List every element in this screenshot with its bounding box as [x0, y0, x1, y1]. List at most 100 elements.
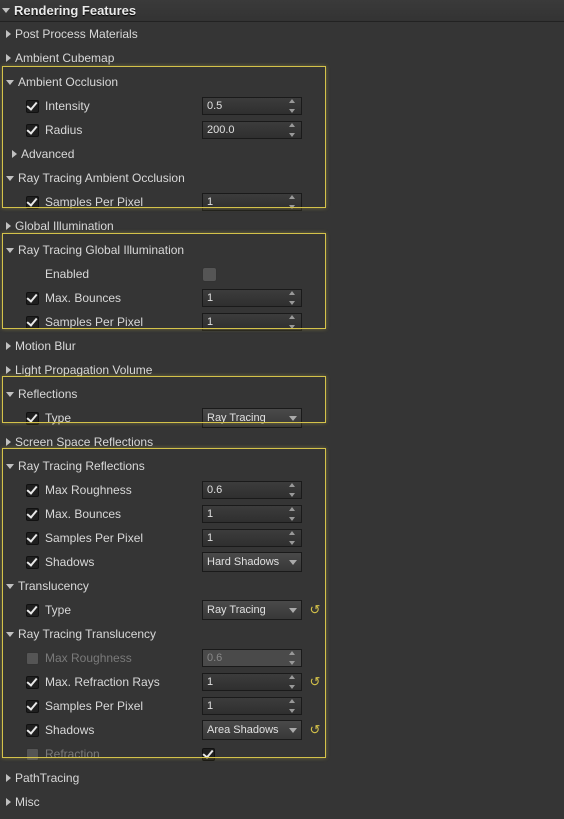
dropdown[interactable]: Area Shadows — [202, 720, 302, 740]
property-rtr_spp: Samples Per Pixel 1 — [0, 526, 564, 550]
chevron-right-icon — [12, 150, 17, 158]
property-rtt_mrr: Max. Refraction Rays1↺ — [0, 670, 564, 694]
category-label: Post Process Materials — [15, 27, 138, 41]
category-label: Translucency — [18, 579, 89, 593]
override-checkbox[interactable] — [26, 724, 39, 737]
category-lpv[interactable]: Light Propagation Volume — [0, 358, 564, 382]
property-rtr_sh: ShadowsHard Shadows — [0, 550, 564, 574]
category-ppm[interactable]: Post Process Materials — [0, 22, 564, 46]
chevron-right-icon — [6, 366, 11, 374]
category-gi[interactable]: Global Illumination — [0, 214, 564, 238]
property-rtgi_spp: Samples Per Pixel1 — [0, 310, 564, 334]
override-checkbox[interactable] — [26, 196, 39, 209]
property-rtgi_en: Enabled — [0, 262, 564, 286]
dropdown[interactable]: Ray Tracing — [202, 600, 302, 620]
chevron-right-icon — [6, 54, 11, 62]
category-trans[interactable]: Translucency — [0, 574, 564, 598]
override-checkbox[interactable] — [26, 100, 39, 113]
value-checkbox[interactable] — [202, 267, 217, 282]
override-checkbox[interactable] — [26, 292, 39, 305]
chevron-down-icon — [289, 728, 297, 733]
spinner-icon — [289, 675, 297, 689]
override-checkbox[interactable] — [26, 604, 39, 617]
property-rtr_mb: Max. Bounces 1 — [0, 502, 564, 526]
category-pt[interactable]: PathTracing — [0, 766, 564, 790]
override-checkbox[interactable] — [26, 652, 39, 665]
property-label: Max. Bounces — [45, 507, 121, 521]
override-checkbox[interactable] — [26, 124, 39, 137]
category-acm[interactable]: Ambient Cubemap — [0, 46, 564, 70]
dropdown[interactable]: Hard Shadows — [202, 552, 302, 572]
property-ao_adv: Advanced — [0, 142, 564, 166]
chevron-right-icon — [6, 774, 11, 782]
property-label: Samples Per Pixel — [45, 195, 143, 209]
override-checkbox[interactable] — [26, 748, 39, 761]
category-label: Reflections — [18, 387, 77, 401]
override-checkbox[interactable] — [26, 556, 39, 569]
category-rtgi[interactable]: Ray Tracing Global Illumination — [0, 238, 564, 262]
number-input[interactable]: 1 — [202, 289, 302, 307]
spinner-icon — [289, 699, 297, 713]
category-label: Global Illumination — [15, 219, 114, 233]
property-refl_type: Type Ray Tracing — [0, 406, 564, 430]
override-checkbox[interactable] — [26, 532, 39, 545]
category-label: Ray Tracing Reflections — [18, 459, 145, 473]
number-input[interactable]: 1 — [202, 313, 302, 331]
property-rtao_spp: Samples Per Pixel 1 — [0, 190, 564, 214]
property-label: Max Roughness — [45, 483, 132, 497]
override-checkbox[interactable] — [26, 508, 39, 521]
panel-header[interactable]: Rendering Features — [0, 0, 564, 22]
override-checkbox[interactable] — [26, 484, 39, 497]
property-label: Samples Per Pixel — [45, 531, 143, 545]
number-input[interactable]: 1 — [202, 697, 302, 715]
property-label[interactable]: Advanced — [21, 147, 74, 161]
reset-icon[interactable]: ↺ — [308, 603, 322, 617]
category-ao[interactable]: Ambient Occlusion — [0, 70, 564, 94]
number-input[interactable]: 0.5 — [202, 97, 302, 115]
category-rtr[interactable]: Ray Tracing Reflections — [0, 454, 564, 478]
category-refl[interactable]: Reflections — [0, 382, 564, 406]
category-label: PathTracing — [15, 771, 79, 785]
number-input[interactable]: 1 — [202, 193, 302, 211]
property-label: Enabled — [45, 267, 89, 281]
override-checkbox[interactable] — [26, 700, 39, 713]
override-checkbox[interactable] — [26, 316, 39, 329]
category-label: Light Propagation Volume — [15, 363, 152, 377]
property-label: Intensity — [45, 99, 90, 113]
reset-icon[interactable]: ↺ — [308, 723, 322, 737]
number-input[interactable]: 200.0 — [202, 121, 302, 139]
spinner-icon — [289, 315, 297, 329]
number-input[interactable]: 1 — [202, 505, 302, 523]
category-mb[interactable]: Motion Blur — [0, 334, 564, 358]
property-label: Shadows — [45, 723, 94, 737]
category-label: Misc — [15, 795, 40, 809]
chevron-down-icon — [289, 560, 297, 565]
override-checkbox[interactable] — [26, 412, 39, 425]
category-label: Ray Tracing Global Illumination — [18, 243, 184, 257]
reset-icon[interactable]: ↺ — [308, 675, 322, 689]
number-input[interactable]: 1 — [202, 673, 302, 691]
chevron-down-icon — [6, 80, 14, 85]
category-label: Ambient Occlusion — [18, 75, 118, 89]
spinner-icon — [289, 99, 297, 113]
chevron-right-icon — [6, 342, 11, 350]
spinner-icon — [289, 507, 297, 521]
chevron-down-icon — [6, 248, 14, 253]
spinner-icon — [289, 195, 297, 209]
chevron-right-icon — [6, 30, 11, 38]
number-input[interactable]: 1 — [202, 529, 302, 547]
number-input[interactable]: 0.6 — [202, 481, 302, 499]
category-misc[interactable]: Misc — [0, 790, 564, 814]
number-input: 0.6 — [202, 649, 302, 667]
property-rtt_mr: Max Roughness0.6 — [0, 646, 564, 670]
category-rtt[interactable]: Ray Tracing Translucency — [0, 622, 564, 646]
property-label: Type — [45, 411, 71, 425]
category-label: Ray Tracing Translucency — [18, 627, 156, 641]
property-ao_rad: Radius200.0 — [0, 118, 564, 142]
category-label: Motion Blur — [15, 339, 76, 353]
category-ssr[interactable]: Screen Space Reflections — [0, 430, 564, 454]
dropdown[interactable]: Ray Tracing — [202, 408, 302, 428]
property-trans_type: TypeRay Tracing↺ — [0, 598, 564, 622]
category-rtao[interactable]: Ray Tracing Ambient Occlusion — [0, 166, 564, 190]
override-checkbox[interactable] — [26, 676, 39, 689]
